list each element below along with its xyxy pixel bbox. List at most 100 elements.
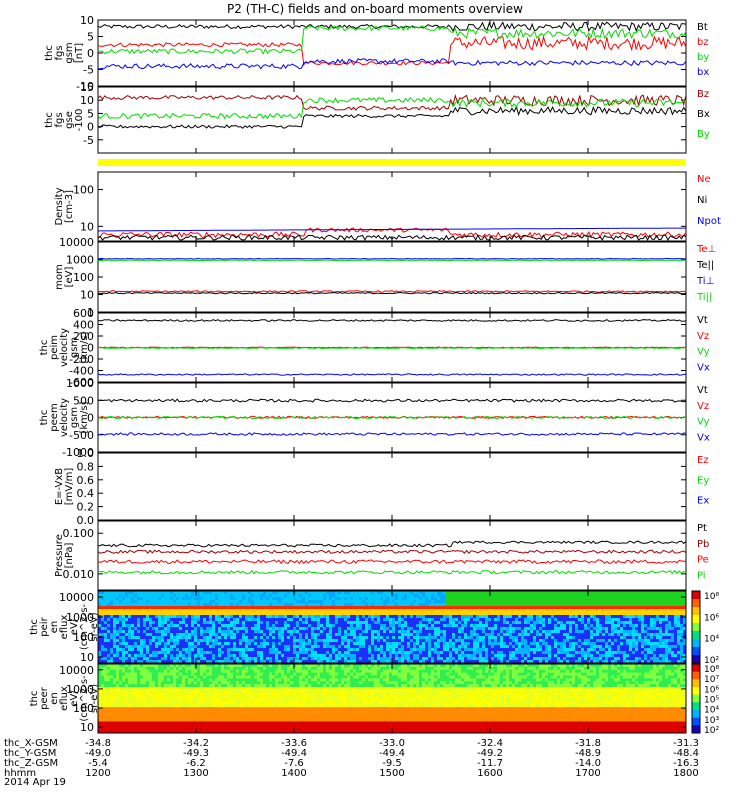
- spectrogram-cell: [254, 651, 258, 655]
- spectrogram-cell: [242, 621, 246, 625]
- spectrogram-cell: [668, 639, 672, 643]
- spectrogram-cell: [98, 698, 102, 702]
- spectrogram-cell: [284, 627, 288, 631]
- spectrogram-cell: [485, 630, 489, 634]
- spectrogram-cell: [329, 633, 333, 637]
- spectrogram-cell: [356, 630, 360, 634]
- spectrogram-cell: [632, 630, 636, 634]
- spectrogram-cell: [278, 621, 282, 625]
- spectrogram-cell: [110, 636, 114, 640]
- spectrogram-cell: [545, 591, 549, 595]
- spectrogram-cell: [656, 615, 660, 619]
- spectrogram-cell: [587, 615, 591, 619]
- spectrogram-cell: [506, 630, 510, 634]
- spectrogram-cell: [416, 660, 420, 664]
- spectrogram-cell: [626, 654, 630, 658]
- spectrogram-cell: [560, 597, 564, 601]
- spectrogram-cell: [362, 648, 366, 652]
- spectrogram-cell: [575, 633, 579, 637]
- spectrogram-cell: [593, 597, 597, 601]
- spectrogram-cell: [170, 621, 174, 625]
- spectrogram-cell: [548, 633, 552, 637]
- spectrogram-cell: [476, 636, 480, 640]
- spectrogram-cell: [497, 618, 501, 622]
- spectrogram-cell: [575, 621, 579, 625]
- spectrogram-cell: [437, 600, 441, 604]
- spectrogram-cell: [326, 618, 330, 622]
- spectrogram-cell: [443, 597, 447, 601]
- spectrogram-cell: [155, 606, 159, 610]
- spectrogram-cell: [557, 642, 561, 646]
- spectrogram-cell: [419, 591, 423, 595]
- spectrogram-cell: [620, 618, 624, 622]
- spectrogram-cell: [188, 639, 192, 643]
- spectrogram-cell: [380, 654, 384, 658]
- spectrogram-cell: [335, 657, 339, 661]
- spectrogram-cell: [185, 639, 189, 643]
- spectrogram-cell: [527, 627, 531, 631]
- spectrogram-cell: [566, 624, 570, 628]
- spectrogram-cell: [620, 606, 624, 610]
- spectrogram-cell: [245, 645, 249, 649]
- spectrogram-cell: [314, 591, 318, 595]
- spectrogram-cell: [413, 660, 417, 664]
- spectrogram-cell: [545, 648, 549, 652]
- spectrogram-cell: [662, 597, 666, 601]
- spectrogram-cell: [308, 624, 312, 628]
- spectrogram-cell: [131, 600, 135, 604]
- spectrogram-cell: [671, 591, 675, 595]
- spectrogram-cell: [128, 615, 132, 619]
- spectrogram-cell: [374, 651, 378, 655]
- spectrogram-cell: [155, 633, 159, 637]
- spectrogram-cell: [581, 600, 585, 604]
- spectrogram-cell: [620, 627, 624, 631]
- spectrogram-cell: [404, 627, 408, 631]
- spectrogram-cell: [512, 624, 516, 628]
- spectrogram-cell: [341, 618, 345, 622]
- spectrogram-cell: [662, 603, 666, 607]
- spectrogram-cell: [449, 642, 453, 646]
- spectrogram-cell: [242, 642, 246, 646]
- spectrogram-cell: [563, 645, 567, 649]
- spectrogram-cell: [125, 648, 129, 652]
- spectrogram-cell: [383, 591, 387, 595]
- spectrogram-cell: [404, 603, 408, 607]
- spectrogram-cell: [518, 594, 522, 598]
- spectrogram-cell: [326, 597, 330, 601]
- spectrogram-cell: [368, 606, 372, 610]
- spectrogram-cell: [185, 609, 189, 613]
- spectrogram-cell: [107, 603, 111, 607]
- spectrogram-cell: [563, 609, 567, 613]
- legend-Vt: Vt: [697, 385, 708, 396]
- spectrogram-cell: [311, 606, 315, 610]
- spectrogram-cell: [278, 591, 282, 595]
- spectrogram-cell: [233, 660, 237, 664]
- legend-Vz: Vz: [697, 401, 709, 412]
- spectrogram-cell: [497, 642, 501, 646]
- spectrogram-cell: [149, 645, 153, 649]
- spectrogram-cell: [614, 630, 618, 634]
- spectrogram-cell: [320, 621, 324, 625]
- spectrogram-cell: [137, 642, 141, 646]
- spectrogram-cell: [332, 654, 336, 658]
- spectrogram-cell: [371, 600, 375, 604]
- spectrogram-cell: [233, 654, 237, 658]
- panel-frame: [97, 19, 687, 87]
- spectrogram-cell: [395, 651, 399, 655]
- spectrogram-cell: [245, 615, 249, 619]
- spectrogram-cell: [578, 591, 582, 595]
- spectrogram-cell: [668, 609, 672, 613]
- spectrogram-cell: [347, 591, 351, 595]
- spectrogram-cell: [548, 612, 552, 616]
- spectrogram-cell: [242, 645, 246, 649]
- spectrogram-cell: [611, 645, 615, 649]
- spectrogram-cell: [533, 630, 537, 634]
- spectrogram-cell: [458, 597, 462, 601]
- spectrogram-cell: [236, 597, 240, 601]
- spectrogram-cell: [455, 660, 459, 664]
- spectrogram-cell: [422, 591, 426, 595]
- spectrogram-cell: [446, 645, 450, 649]
- spectrogram-cell: [101, 664, 105, 668]
- spectrogram-cell: [341, 609, 345, 613]
- spectrogram-cell: [128, 609, 132, 613]
